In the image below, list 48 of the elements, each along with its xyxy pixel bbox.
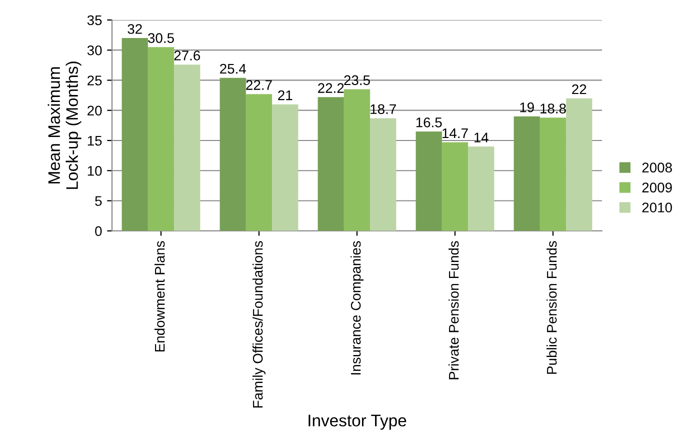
y-tick-label: 30 bbox=[87, 45, 102, 56]
bar bbox=[514, 116, 540, 231]
y-axis-title: Mean Maximum Lock-up (Months) bbox=[48, 62, 82, 189]
x-tick-label: Insurance Companies bbox=[350, 241, 364, 374]
data-label: 22.7 bbox=[246, 80, 272, 90]
bar bbox=[122, 38, 148, 231]
data-label: 18.8 bbox=[540, 104, 566, 114]
data-label: 14.7 bbox=[442, 128, 468, 138]
bar bbox=[318, 97, 344, 231]
legend-label: 2010 bbox=[642, 202, 672, 212]
bar bbox=[246, 94, 272, 231]
y-tick-label: 15 bbox=[88, 136, 102, 146]
bar bbox=[566, 98, 592, 231]
legend-label: 2008 bbox=[642, 162, 672, 172]
x-tick-label: Public Pension Funds bbox=[546, 241, 557, 374]
bar bbox=[442, 142, 468, 231]
bar bbox=[468, 146, 494, 231]
y-tick-label: 5 bbox=[95, 196, 102, 206]
x-tick-label: Family Offices/Foundations bbox=[252, 241, 266, 408]
bar bbox=[540, 118, 566, 231]
x-tick-label: Endowment Plans bbox=[154, 241, 165, 352]
x-tick-label: Private Pension Funds bbox=[448, 241, 459, 380]
data-label: 30.5 bbox=[148, 33, 174, 43]
bar bbox=[370, 118, 396, 231]
data-label: 25.4 bbox=[220, 64, 246, 74]
data-label: 22 bbox=[572, 84, 586, 94]
y-tick-label: 20 bbox=[88, 106, 102, 116]
bar bbox=[272, 104, 298, 231]
y-tick-label: 35 bbox=[87, 15, 102, 26]
data-label: 32 bbox=[128, 24, 142, 34]
y-tick-label: 10 bbox=[88, 166, 102, 176]
data-label: 16.5 bbox=[416, 117, 442, 128]
data-label: 23.5 bbox=[344, 75, 370, 86]
bar bbox=[174, 64, 200, 231]
data-label: 27.6 bbox=[174, 50, 200, 60]
y-tick-label: 0 bbox=[95, 226, 102, 236]
bar bbox=[416, 131, 442, 231]
x-axis-title: Investor Type bbox=[308, 414, 406, 430]
data-label: 14 bbox=[474, 132, 488, 142]
data-label: 19 bbox=[520, 102, 534, 112]
data-label: 22.2 bbox=[318, 83, 344, 93]
y-tick-label: 25 bbox=[88, 76, 102, 86]
data-label: 21 bbox=[278, 90, 292, 100]
data-label: 18.7 bbox=[370, 104, 396, 114]
legend-label: 2009 bbox=[642, 182, 672, 192]
bar bbox=[148, 47, 174, 231]
bar bbox=[220, 78, 246, 231]
bar bbox=[344, 89, 370, 231]
